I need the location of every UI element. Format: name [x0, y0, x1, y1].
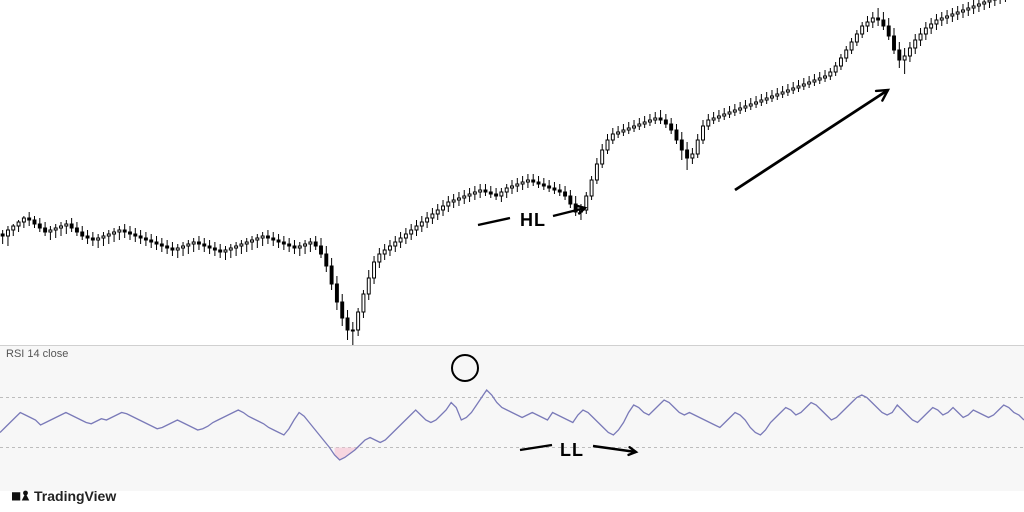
annotation-hl-label: HL	[520, 210, 546, 231]
rsi-label: RSI 14 close	[6, 348, 68, 360]
brand-name: TradingView	[34, 488, 116, 504]
chart-container: RSI 14 close HL LL TradingView	[0, 0, 1024, 512]
rsi-chart	[0, 346, 1024, 491]
annotation-ll-label: LL	[560, 440, 584, 461]
brand: TradingView	[12, 488, 116, 504]
tradingview-logo-icon	[12, 489, 30, 503]
rsi-pane[interactable]: RSI 14 close	[0, 345, 1024, 491]
candlestick-chart	[0, 0, 1024, 345]
price-pane[interactable]	[0, 0, 1024, 345]
